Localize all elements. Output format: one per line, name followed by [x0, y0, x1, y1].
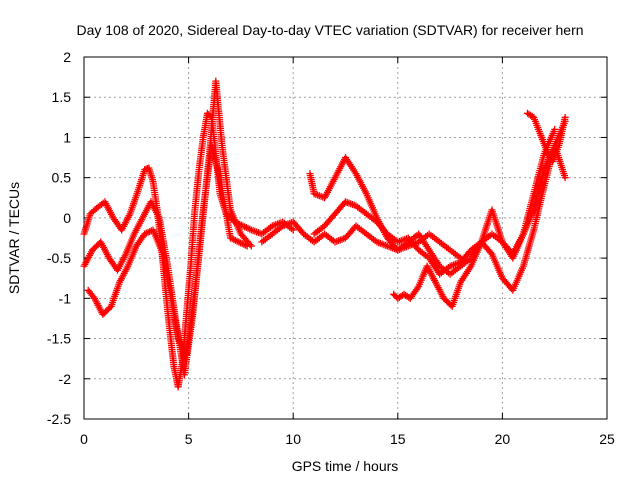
data-point [289, 226, 297, 234]
y-tick-label: -1.5 [47, 331, 71, 347]
data-point [236, 239, 244, 247]
series-arc-4 [258, 218, 465, 262]
plot-frame [83, 56, 608, 420]
y-tick-label: 1 [63, 129, 71, 145]
data-point [233, 237, 241, 245]
y-axis-label: SDTVAR / TECUs [6, 182, 22, 294]
data-point [142, 229, 150, 237]
y-tick-label: -0.5 [47, 250, 71, 266]
x-tick-label: 0 [80, 431, 88, 447]
x-tick-label: 25 [599, 431, 615, 447]
data-point [241, 223, 249, 231]
data-series [80, 77, 569, 391]
data-point [242, 224, 250, 232]
y-tick-label: 0 [63, 210, 71, 226]
y-tick-label: 1.5 [52, 89, 72, 105]
y-tick-label: 0.5 [52, 170, 72, 186]
data-point [551, 125, 559, 133]
data-point [246, 225, 254, 233]
data-point [141, 230, 149, 238]
x-tick-label: 20 [495, 431, 511, 447]
data-point [235, 238, 243, 246]
data-point [561, 113, 569, 121]
data-point [244, 224, 252, 232]
y-tick-label: -2.5 [47, 411, 71, 427]
data-point [243, 242, 251, 250]
axis-ticks: 0 5 10 15 20 25 -2.5 -2 -1.5 -1 -0.5 0 0.5 1 1.5 2 [47, 49, 615, 447]
data-point [144, 228, 152, 236]
x-axis-label: GPS time / hours [292, 458, 399, 474]
data-point [226, 234, 234, 242]
y-tick-label: -1 [59, 290, 72, 306]
data-point [231, 236, 239, 244]
data-point [242, 241, 250, 249]
series-arc-7 [390, 141, 569, 310]
data-point [561, 174, 569, 182]
y-tick-label: -2 [59, 371, 72, 387]
data-point [230, 236, 238, 244]
x-tick-label: 15 [390, 431, 406, 447]
series-arc-8 [524, 109, 569, 166]
chart-title: Day 108 of 2020, Sidereal Day-to-day VTE… [76, 22, 583, 38]
data-point [240, 240, 248, 248]
grid [84, 57, 607, 419]
data-point [228, 235, 236, 243]
series-arc-3 [84, 141, 251, 359]
data-point [487, 249, 495, 257]
data-point [238, 240, 246, 248]
y-tick-label: 2 [63, 49, 71, 65]
x-tick-label: 5 [185, 431, 193, 447]
x-tick-label: 10 [285, 431, 301, 447]
